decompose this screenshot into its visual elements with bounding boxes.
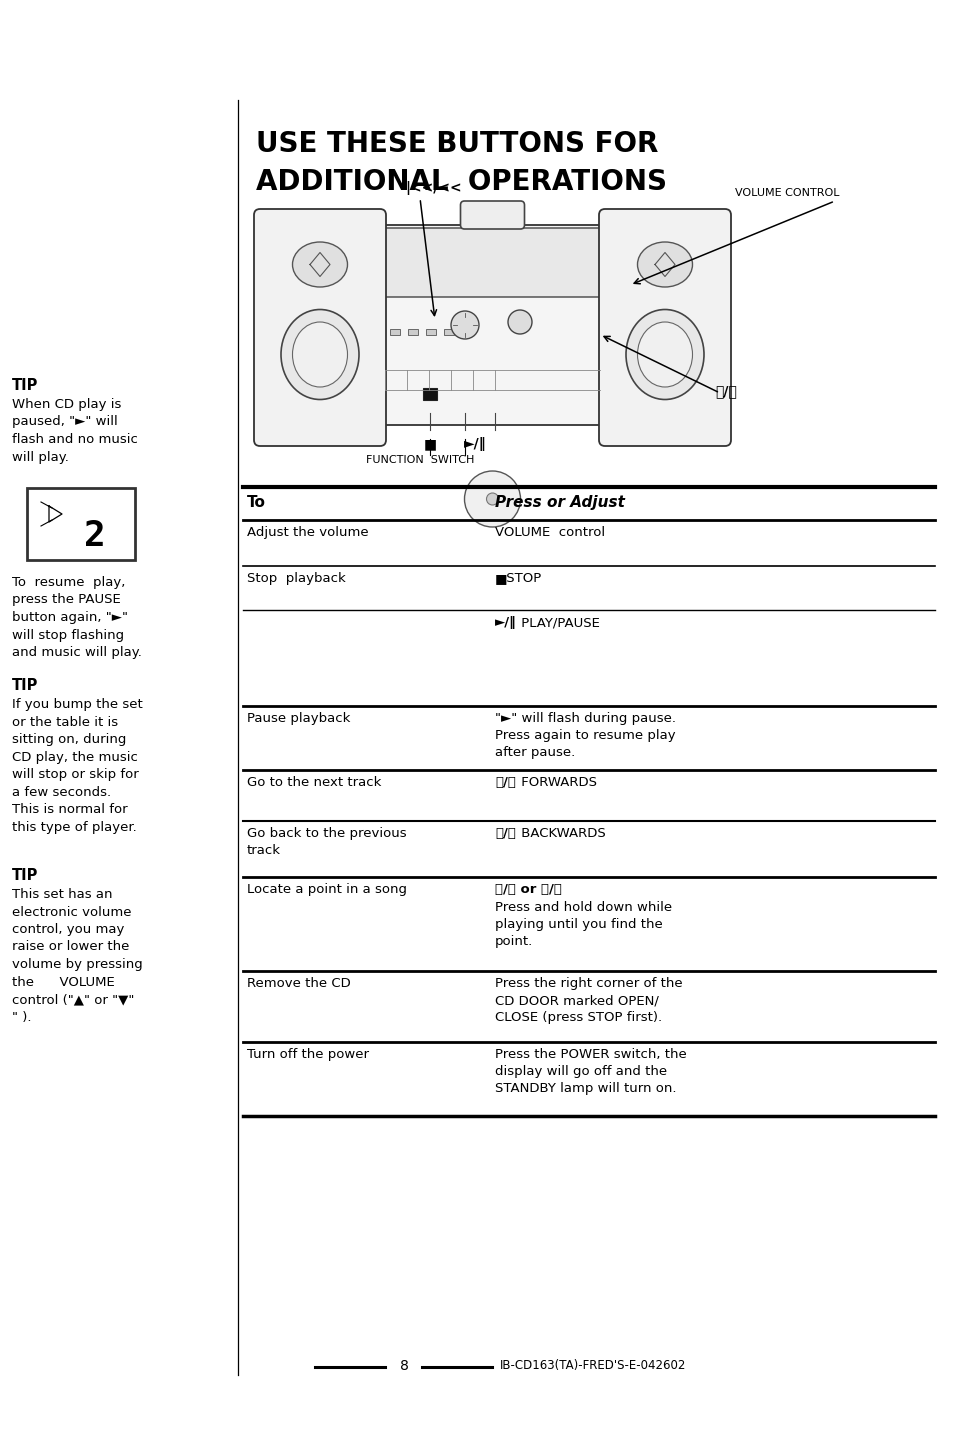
Text: To: To: [247, 495, 266, 511]
Text: Locate a point in a song: Locate a point in a song: [247, 882, 407, 897]
Text: TIP: TIP: [12, 378, 38, 393]
Text: VOLUME CONTROL: VOLUME CONTROL: [735, 187, 840, 197]
Bar: [390, 329, 399, 335]
Text: "►" will flash during pause.
Press again to resume play
after pause.: "►" will flash during pause. Press again…: [495, 712, 676, 759]
Text: ►/‖: ►/‖: [463, 438, 486, 450]
FancyBboxPatch shape: [253, 209, 386, 446]
Circle shape: [486, 493, 498, 505]
Ellipse shape: [625, 309, 703, 399]
Text: |<</<<: |<</<<: [405, 182, 461, 194]
Text: 8: 8: [399, 1358, 408, 1373]
Text: To  resume  play,
press the PAUSE
button again, "►"
will stop flashing
and music: To resume play, press the PAUSE button a…: [12, 576, 142, 659]
Bar: [422, 388, 436, 400]
Ellipse shape: [293, 322, 347, 388]
FancyBboxPatch shape: [460, 202, 524, 229]
Text: USE THESE BUTTONS FOR: USE THESE BUTTONS FOR: [255, 130, 658, 157]
Text: ⏪/⏮: ⏪/⏮: [495, 827, 516, 839]
Text: Go back to the previous
track: Go back to the previous track: [247, 827, 406, 857]
Bar: [27, 488, 135, 561]
Text: Go to the next track: Go to the next track: [247, 776, 381, 789]
Circle shape: [464, 470, 520, 528]
Text: FUNCTION  SWITCH: FUNCTION SWITCH: [365, 455, 474, 465]
Ellipse shape: [637, 242, 692, 287]
Text: VOLUME  control: VOLUME control: [495, 526, 604, 539]
Bar: [375, 225, 609, 425]
Bar: [408, 329, 417, 335]
Text: ADDITIONAL  OPERATIONS: ADDITIONAL OPERATIONS: [255, 167, 666, 196]
Text: Press the POWER switch, the
display will go off and the
STANDBY lamp will turn o: Press the POWER switch, the display will…: [495, 1048, 686, 1095]
Ellipse shape: [637, 322, 692, 388]
Text: When CD play is
paused, "►" will
flash and no music
will play.: When CD play is paused, "►" will flash a…: [12, 398, 138, 463]
Text: ■: ■: [423, 438, 436, 450]
FancyBboxPatch shape: [598, 209, 730, 446]
Ellipse shape: [281, 309, 358, 399]
Text: IB-CD163(TA)-FRED'S-E-042602: IB-CD163(TA)-FRED'S-E-042602: [499, 1360, 685, 1373]
Text: FORWARDS: FORWARDS: [517, 776, 597, 789]
Text: ⏪/⏮ or ⏩/⏭: ⏪/⏮ or ⏩/⏭: [495, 882, 561, 897]
Bar: [426, 329, 436, 335]
Text: BACKWARDS: BACKWARDS: [517, 827, 605, 839]
Text: Turn off the power: Turn off the power: [247, 1048, 369, 1061]
Text: ►/‖: ►/‖: [495, 616, 517, 629]
Text: ⏩/⏭: ⏩/⏭: [495, 776, 516, 789]
Ellipse shape: [293, 242, 347, 287]
Text: STOP: STOP: [502, 572, 541, 585]
Text: PLAY/PAUSE: PLAY/PAUSE: [517, 616, 599, 629]
FancyBboxPatch shape: [377, 227, 606, 297]
Text: ■: ■: [495, 572, 507, 585]
Bar: [443, 329, 454, 335]
Text: If you bump the set
or the table it is
sitting on, during
CD play, the music
wil: If you bump the set or the table it is s…: [12, 698, 143, 834]
Text: Press the right corner of the
CD DOOR marked OPEN/
CLOSE (press STOP first).: Press the right corner of the CD DOOR ma…: [495, 977, 682, 1024]
Circle shape: [507, 310, 532, 335]
Text: Pause playback: Pause playback: [247, 712, 350, 725]
Text: Adjust the volume: Adjust the volume: [247, 526, 368, 539]
Text: Remove the CD: Remove the CD: [247, 977, 351, 990]
Text: TIP: TIP: [12, 868, 38, 882]
Text: ⏩/⏭: ⏩/⏭: [714, 385, 736, 398]
Text: 2: 2: [84, 519, 106, 553]
Text: Press and hold down while
playing until you find the
point.: Press and hold down while playing until …: [495, 901, 672, 948]
Text: Press or Adjust: Press or Adjust: [495, 495, 624, 511]
Text: This set has an
electronic volume
control, you may
raise or lower the
volume by : This set has an electronic volume contro…: [12, 888, 143, 1024]
Text: TIP: TIP: [12, 678, 38, 694]
Text: Stop  playback: Stop playback: [247, 572, 345, 585]
Circle shape: [451, 310, 478, 339]
